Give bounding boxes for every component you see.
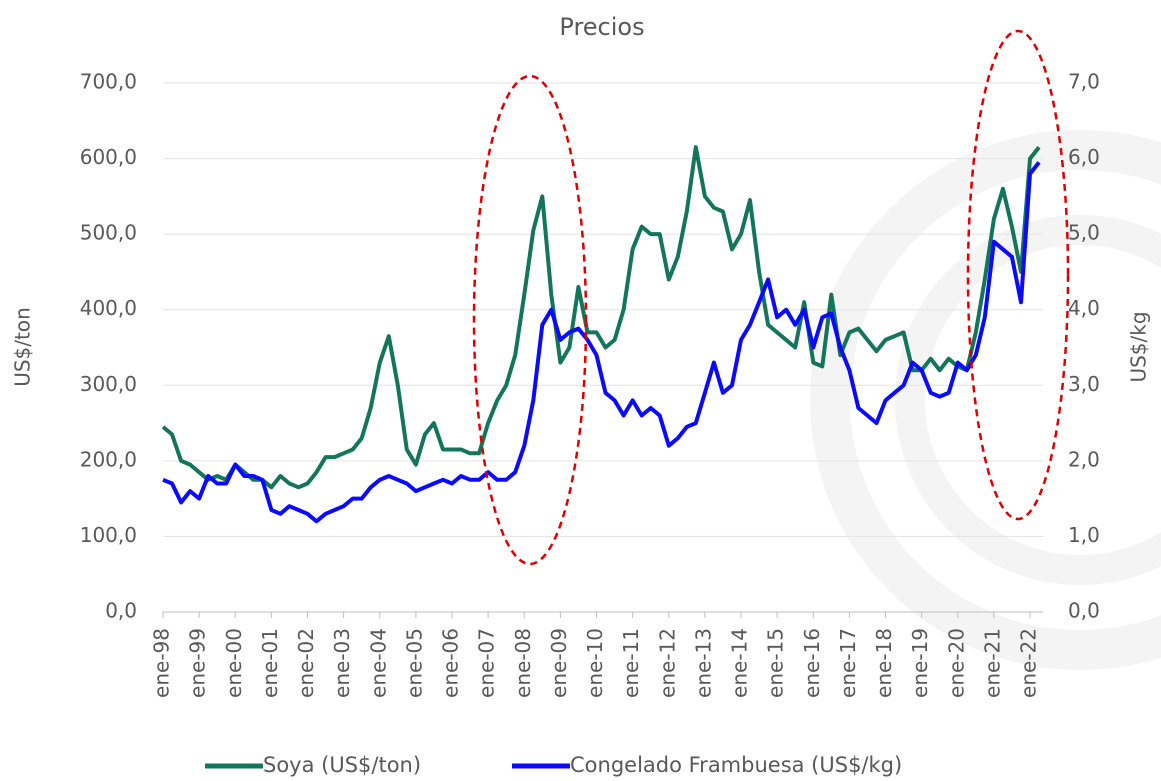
series-line bbox=[161, 145, 1041, 490]
y2-tick-label: 3,0 bbox=[1068, 372, 1100, 396]
legend-label: Soya (US$/ton) bbox=[263, 753, 421, 777]
x-tick-label: ene-09 bbox=[547, 628, 571, 698]
y2-tick-label: 0,0 bbox=[1068, 599, 1100, 623]
highlight-ellipses bbox=[472, 29, 1070, 566]
y-tick-label: 0,0 bbox=[105, 599, 137, 623]
x-tick-label: ene-12 bbox=[655, 628, 679, 698]
x-tick-label: ene-20 bbox=[944, 628, 968, 698]
x-tick-label: ene-05 bbox=[402, 628, 426, 698]
x-tick-label: ene-21 bbox=[980, 628, 1004, 698]
x-tick-label: ene-04 bbox=[366, 628, 390, 698]
x-tick-label: ene-03 bbox=[330, 628, 354, 698]
y2-axis-label: US$/kg bbox=[1127, 311, 1151, 382]
plot-lines bbox=[161, 145, 1041, 524]
x-tick-label: ene-99 bbox=[186, 628, 210, 698]
background-watermark bbox=[810, 130, 1161, 670]
x-tick-label: ene-13 bbox=[691, 628, 715, 698]
x-tick-label: ene-98 bbox=[150, 628, 174, 698]
x-tick-label: ene-15 bbox=[764, 628, 788, 698]
y-tick-label: 300,0 bbox=[80, 372, 137, 396]
x-tick-label: ene-11 bbox=[619, 628, 643, 698]
x-tick-label: ene-14 bbox=[728, 628, 752, 698]
series-line bbox=[162, 161, 1041, 524]
x-tick-label: ene-01 bbox=[258, 628, 282, 698]
x-tick-label: ene-06 bbox=[439, 628, 463, 698]
y-axis-label: US$/ton bbox=[11, 307, 35, 387]
y2-tick-label: 6,0 bbox=[1068, 145, 1100, 169]
y-tick-label: 700,0 bbox=[80, 70, 137, 94]
y2-tick-label: 4,0 bbox=[1068, 296, 1100, 320]
chart-title: Precios bbox=[559, 13, 644, 41]
x-tick-label: ene-19 bbox=[908, 628, 932, 698]
x-tick-label: ene-17 bbox=[836, 628, 860, 698]
y2-tick-label: 1,0 bbox=[1068, 523, 1100, 547]
x-tick-label: ene-18 bbox=[872, 628, 896, 698]
y-tick-label: 600,0 bbox=[80, 145, 137, 169]
legend: Soya (US$/ton) Congelado Frambuesa (US$/k… bbox=[205, 753, 902, 777]
y2-tick-label: 2,0 bbox=[1068, 447, 1100, 471]
x-tick-label: ene-02 bbox=[294, 628, 318, 698]
y-tick-label: 500,0 bbox=[80, 221, 137, 245]
legend-label: Congelado Frambuesa (US$/kg) bbox=[570, 753, 902, 777]
grid: 0,0 100,0 200,0 300,0 400,0 500,0 600,0 700,0 0,… bbox=[80, 70, 1100, 698]
x-tick-label: ene-16 bbox=[800, 628, 824, 698]
x-tick-label: ene-08 bbox=[511, 628, 535, 698]
y-tick-label: 100,0 bbox=[80, 523, 137, 547]
y-tick-label: 400,0 bbox=[80, 296, 137, 320]
y-tick-label: 200,0 bbox=[80, 447, 137, 471]
y2-tick-label: 7,0 bbox=[1068, 70, 1100, 94]
x-tick-label: ene-22 bbox=[1017, 628, 1041, 698]
x-tick-label: ene-07 bbox=[475, 628, 499, 698]
x-tick-label: ene-10 bbox=[583, 628, 607, 698]
x-tick-label: ene-00 bbox=[222, 628, 246, 698]
y2-tick-label: 5,0 bbox=[1068, 221, 1100, 245]
